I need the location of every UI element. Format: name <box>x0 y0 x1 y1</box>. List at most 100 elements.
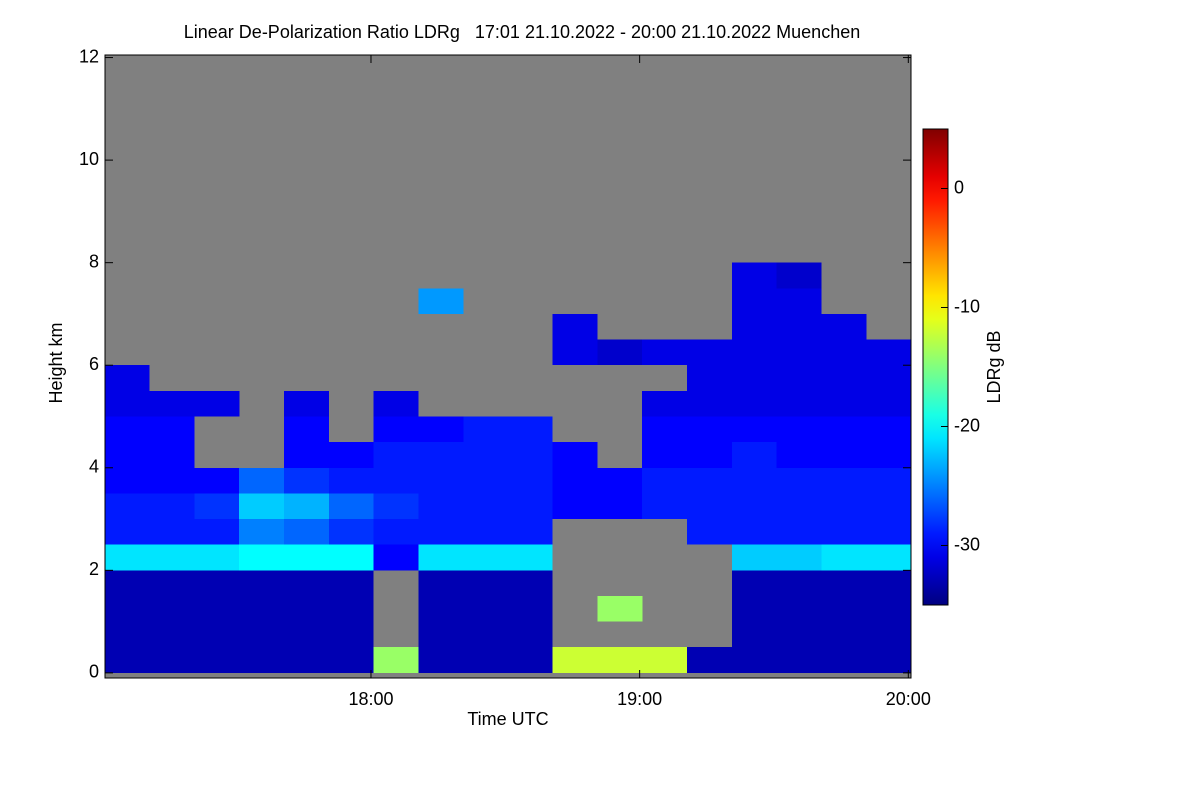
heatmap-cell <box>821 339 867 366</box>
heatmap-cell <box>597 339 643 366</box>
y-tick-label: 10 <box>79 149 99 169</box>
heatmap-cell <box>105 519 150 545</box>
heatmap-cell <box>776 365 822 391</box>
heatmap-cell <box>507 595 553 622</box>
heatmap-cell <box>194 570 240 596</box>
heatmap-cell <box>732 288 777 314</box>
heatmap-cell <box>687 467 732 494</box>
heatmap-cell <box>284 519 329 545</box>
heatmap-cell <box>687 519 732 545</box>
heatmap-cell <box>329 647 374 673</box>
y-axis-label: Height km <box>46 322 66 403</box>
colorbar-tick-label: -20 <box>954 415 980 435</box>
heatmap-cell <box>821 595 867 622</box>
heatmap-cell <box>418 595 464 622</box>
heatmap-cell <box>821 621 867 648</box>
heatmap-cell <box>284 416 329 443</box>
heatmap-cell <box>687 647 732 673</box>
heatmap-cell <box>373 519 419 545</box>
heatmap-cell <box>194 595 240 622</box>
heatmap-cell <box>149 570 195 596</box>
heatmap-cell <box>552 313 598 340</box>
heatmap-cell <box>732 570 777 596</box>
heatmap-cell <box>105 467 150 494</box>
heatmap-cell <box>239 519 285 545</box>
heatmap-cell <box>866 339 911 366</box>
heatmap-cell <box>149 467 195 494</box>
heatmap-cell <box>105 621 150 648</box>
heatmap-cell <box>418 647 464 673</box>
heatmap-cell <box>105 544 150 571</box>
heatmap-cell <box>866 416 911 443</box>
heatmap-cell <box>418 467 464 494</box>
heatmap-cell <box>642 467 688 494</box>
heatmap-cell <box>821 442 867 468</box>
heatmap-cell <box>105 442 150 468</box>
colorbar-tick-label: 0 <box>954 177 964 197</box>
heatmap-cell <box>687 493 732 520</box>
heatmap-cell <box>597 467 643 494</box>
heatmap-cell <box>149 493 195 520</box>
heatmap-cell <box>821 493 867 520</box>
heatmap-cell <box>507 570 553 596</box>
heatmap-cell <box>463 621 508 648</box>
heatmap-cell <box>866 647 911 673</box>
heatmap-cell <box>329 467 374 494</box>
x-axis-label: Time UTC <box>467 709 548 729</box>
heatmap-cell <box>732 416 777 443</box>
heatmap-cell <box>732 647 777 673</box>
heatmap-cell <box>194 493 240 520</box>
heatmap-cell <box>821 519 867 545</box>
heatmap-cell <box>194 647 240 673</box>
heatmap-cell <box>463 493 508 520</box>
heatmap-cell <box>239 544 285 571</box>
y-tick-label: 2 <box>89 559 99 579</box>
heatmap-cell <box>239 647 285 673</box>
heatmap-cell <box>373 493 419 520</box>
heatmap-cell <box>329 442 374 468</box>
colorbar-tick-label: -30 <box>954 534 980 554</box>
heatmap-cell <box>329 595 374 622</box>
heatmap-cell <box>776 570 822 596</box>
heatmap-cell <box>105 493 150 520</box>
heatmap-cell <box>194 544 240 571</box>
heatmap-cell <box>149 544 195 571</box>
heatmap-cell <box>507 442 553 468</box>
heatmap-cell <box>732 519 777 545</box>
heatmap-cell <box>597 493 643 520</box>
heatmap-cell <box>732 595 777 622</box>
heatmap-cell <box>776 442 822 468</box>
heatmap-cell <box>821 467 867 494</box>
heatmap-cell <box>776 519 822 545</box>
heatmap-cell <box>507 519 553 545</box>
heatmap-cell <box>463 416 508 443</box>
plot-frame <box>104 54 912 679</box>
heatmap-cell <box>687 390 732 417</box>
heatmap-cell <box>284 467 329 494</box>
heatmap-cell <box>866 519 911 545</box>
heatmap-cell <box>642 390 688 417</box>
colorbar-label: LDRg dB <box>984 330 1004 403</box>
heatmap-cell <box>776 595 822 622</box>
heatmap-cell <box>776 493 822 520</box>
heatmap-cell <box>552 647 598 673</box>
heatmap-cell <box>329 544 374 571</box>
heatmap-cell <box>284 595 329 622</box>
heatmap-cell <box>149 390 195 417</box>
heatmap-cell <box>284 647 329 673</box>
heatmap-cell <box>507 544 553 571</box>
heatmap-cell <box>776 313 822 340</box>
heatmap-cell <box>463 647 508 673</box>
heatmap-cell <box>732 544 777 571</box>
heatmap-cell <box>105 390 150 417</box>
heatmap-cell <box>821 647 867 673</box>
heatmap-cell <box>821 390 867 417</box>
heatmap-cell <box>866 467 911 494</box>
chart-title: Linear De-Polarization Ratio LDRg 17:01 … <box>184 22 860 42</box>
heatmap-cell <box>687 416 732 443</box>
heatmap-cell <box>239 570 285 596</box>
heatmap-cell <box>418 570 464 596</box>
heatmap-cell <box>687 339 732 366</box>
heatmap-cell <box>418 442 464 468</box>
